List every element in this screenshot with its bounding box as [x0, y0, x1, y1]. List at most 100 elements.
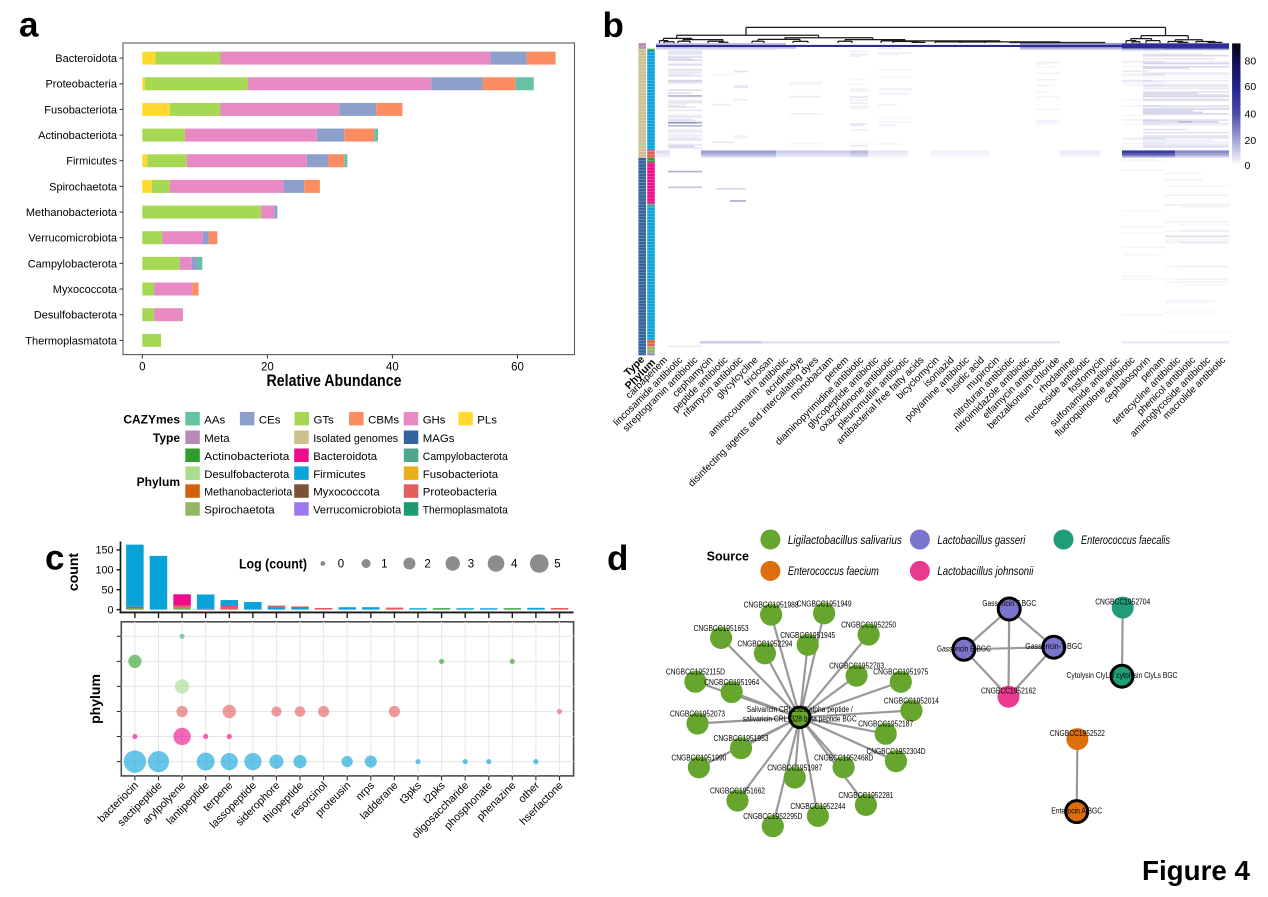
- svg-text:CNGBCC1951945: CNGBCC1951945: [780, 631, 835, 640]
- svg-text:Proteobacteria: Proteobacteria: [423, 487, 498, 499]
- svg-text:60: 60: [1245, 81, 1257, 93]
- svg-text:Desulfobacterota: Desulfobacterota: [34, 310, 118, 322]
- svg-text:Thermoplasmatota: Thermoplasmatota: [423, 505, 509, 517]
- svg-text:Firmicutes: Firmicutes: [313, 469, 366, 481]
- svg-text:Log (count): Log (count): [239, 557, 307, 572]
- svg-text:Campylobacterota: Campylobacterota: [28, 258, 118, 270]
- svg-text:1: 1: [381, 559, 387, 571]
- svg-text:CNGBCC1951953: CNGBCC1951953: [714, 734, 769, 743]
- svg-text:CNGBCC1952468D: CNGBCC1952468D: [814, 753, 873, 762]
- svg-text:b: b: [603, 6, 624, 45]
- svg-text:5: 5: [554, 559, 560, 571]
- svg-text:count: count: [65, 553, 81, 591]
- svg-text:CNGBCC1951990: CNGBCC1951990: [671, 753, 726, 762]
- svg-text:20: 20: [1245, 135, 1257, 147]
- svg-text:Isolated genomes: Isolated genomes: [313, 433, 398, 445]
- svg-text:CEs: CEs: [259, 414, 281, 426]
- svg-text:Figure 4: Figure 4: [1142, 855, 1251, 886]
- svg-text:CNGBCC1952522: CNGBCC1952522: [1050, 729, 1105, 738]
- svg-text:Lactobacillus johnsonii: Lactobacillus johnsonii: [937, 564, 1033, 578]
- svg-text:Gassericin-T BGC: Gassericin-T BGC: [1025, 642, 1082, 651]
- svg-text:Campylobacterota: Campylobacterota: [423, 451, 509, 463]
- svg-text:CNGBCC1952073: CNGBCC1952073: [670, 710, 725, 719]
- svg-text:Bacteroidota: Bacteroidota: [313, 451, 378, 463]
- svg-text:MAGs: MAGs: [423, 433, 455, 445]
- svg-text:CNGBCC1952281: CNGBCC1952281: [838, 791, 893, 800]
- svg-text:Verrucomicrobiota: Verrucomicrobiota: [28, 233, 118, 245]
- svg-text:CNGBCC1951653: CNGBCC1951653: [694, 624, 749, 633]
- svg-text:CNGBCC1952294: CNGBCC1952294: [737, 639, 792, 648]
- svg-text:CNGBCC1952014: CNGBCC1952014: [884, 697, 939, 706]
- svg-text:PLs: PLs: [477, 414, 497, 426]
- svg-text:Methanobacteriota: Methanobacteriota: [204, 487, 293, 499]
- svg-text:Actinobacteriota: Actinobacteriota: [38, 130, 118, 142]
- svg-text:Enterococcus faecalis: Enterococcus faecalis: [1081, 533, 1170, 547]
- svg-text:CNGBCC1952304D: CNGBCC1952304D: [867, 747, 926, 756]
- svg-text:Firmicutes: Firmicutes: [66, 156, 117, 168]
- svg-text:Myxococcota: Myxococcota: [313, 487, 380, 499]
- svg-text:Thermoplasmatota: Thermoplasmatota: [25, 335, 118, 347]
- svg-text:GHs: GHs: [423, 414, 446, 426]
- svg-text:CNGBCC1952162: CNGBCC1952162: [981, 687, 1036, 696]
- svg-text:AAs: AAs: [204, 414, 225, 426]
- svg-text:Actinobacteriota: Actinobacteriota: [204, 451, 290, 463]
- svg-text:Salivaricin CRL1328 alpha pept: Salivaricin CRL1328 alpha peptide /: [747, 705, 854, 714]
- svg-text:0: 0: [107, 604, 113, 616]
- svg-text:Fusobacteriota: Fusobacteriota: [423, 469, 499, 481]
- svg-text:40: 40: [386, 362, 399, 374]
- svg-text:Source: Source: [707, 550, 749, 564]
- svg-text:Spirochaetota: Spirochaetota: [49, 181, 118, 193]
- svg-text:Gassericin E BGC: Gassericin E BGC: [937, 644, 991, 653]
- svg-text:Bacteroidota: Bacteroidota: [55, 53, 118, 65]
- svg-text:CNGBCC1952115D: CNGBCC1952115D: [666, 668, 725, 677]
- svg-text:Ligilactobacillus salivarius: Ligilactobacillus salivarius: [788, 533, 902, 547]
- svg-text:phylum: phylum: [87, 674, 103, 724]
- svg-text:Meta: Meta: [204, 433, 230, 445]
- svg-text:Verrucomicrobiota: Verrucomicrobiota: [313, 505, 402, 517]
- svg-text:GTs: GTs: [314, 414, 335, 426]
- svg-text:CNGBCC1952187: CNGBCC1952187: [858, 720, 913, 729]
- svg-text:CNGBCC1951987: CNGBCC1951987: [767, 764, 822, 773]
- svg-text:Enterocin A BGC: Enterocin A BGC: [1051, 807, 1102, 816]
- svg-text:CNGBCC1951975: CNGBCC1951975: [873, 668, 928, 677]
- svg-text:Gassericin T BGC: Gassericin T BGC: [982, 599, 1036, 608]
- svg-text:Enterococcus faecium: Enterococcus faecium: [788, 564, 879, 578]
- svg-text:CNGBCC1951949: CNGBCC1951949: [797, 599, 852, 608]
- svg-text:Proteobacteria: Proteobacteria: [45, 79, 117, 91]
- svg-text:CNGBCC1952250: CNGBCC1952250: [841, 621, 896, 630]
- svg-text:CNGBCC1951662: CNGBCC1951662: [710, 787, 765, 796]
- svg-text:CNGBCC1952295D: CNGBCC1952295D: [743, 812, 802, 821]
- svg-text:Spirochaetota: Spirochaetota: [204, 505, 275, 517]
- svg-text:60: 60: [511, 362, 524, 374]
- svg-text:d: d: [607, 539, 628, 578]
- svg-text:Phylum: Phylum: [137, 475, 180, 489]
- svg-text:salivaricin CRL1328 beta pepti: salivaricin CRL1328 beta peptide BGC: [743, 715, 857, 724]
- svg-text:CNGBCC1952244: CNGBCC1952244: [790, 802, 845, 811]
- svg-text:Relative Abundance: Relative Abundance: [267, 372, 402, 390]
- svg-text:40: 40: [1245, 109, 1257, 121]
- svg-text:Lactobacillus gasseri: Lactobacillus gasseri: [937, 533, 1025, 547]
- svg-text:CNGBCC1951964: CNGBCC1951964: [704, 678, 759, 687]
- svg-text:Fusobacteriota: Fusobacteriota: [44, 104, 118, 116]
- svg-text:20: 20: [261, 362, 274, 374]
- svg-text:2: 2: [424, 559, 430, 571]
- svg-text:Methanobacteriota: Methanobacteriota: [26, 207, 118, 219]
- svg-text:CAZYmes: CAZYmes: [123, 412, 180, 426]
- svg-text:80: 80: [1245, 55, 1257, 67]
- svg-text:Cytolysin ClyLl / cytolysin Cl: Cytolysin ClyLl / cytolysin ClyLs BGC: [1067, 671, 1178, 680]
- svg-text:100: 100: [95, 565, 113, 577]
- svg-text:Desulfobacterota: Desulfobacterota: [204, 469, 290, 481]
- svg-text:Type: Type: [153, 431, 180, 445]
- svg-text:CBMs: CBMs: [368, 414, 399, 426]
- svg-text:0: 0: [139, 362, 145, 374]
- svg-text:50: 50: [101, 585, 113, 597]
- svg-text:4: 4: [511, 559, 518, 571]
- svg-text:CNGBCC1952704: CNGBCC1952704: [1095, 598, 1150, 607]
- svg-text:c: c: [45, 539, 64, 578]
- svg-text:150: 150: [95, 545, 113, 557]
- svg-text:a: a: [19, 6, 39, 45]
- svg-text:CNGBCC1951988: CNGBCC1951988: [744, 601, 799, 610]
- svg-text:3: 3: [468, 559, 474, 571]
- svg-text:CNGBCC1952703: CNGBCC1952703: [829, 662, 884, 671]
- svg-text:0: 0: [1245, 160, 1251, 172]
